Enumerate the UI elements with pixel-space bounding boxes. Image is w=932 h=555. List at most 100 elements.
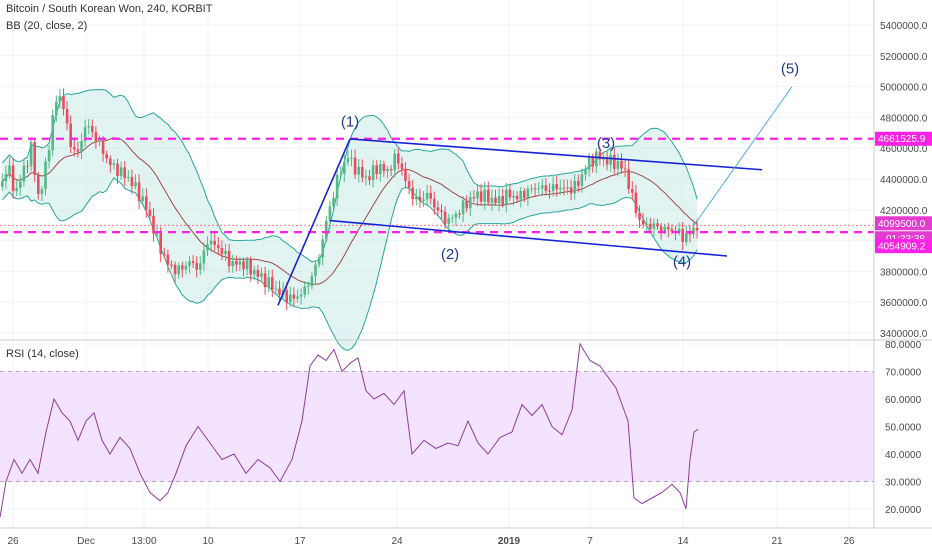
candle: [307, 281, 310, 295]
candle: [361, 159, 364, 183]
wave-5-projection-line[interactable]: [693, 86, 793, 226]
candle: [314, 261, 317, 285]
candle: [400, 157, 404, 176]
time-tick-label: 10: [202, 536, 214, 547]
candle: [33, 138, 36, 183]
rsi-legend[interactable]: RSI (14, close): [6, 348, 79, 360]
candle: [83, 119, 87, 147]
candle: [163, 247, 166, 259]
candle: [134, 174, 137, 190]
candle: [479, 183, 483, 206]
rsi-axis[interactable]: 80.0000 70.0000 60.0000 50.0000 40.0000 30.00…: [885, 340, 922, 516]
current-price-badge: 4099500.0: [875, 216, 932, 231]
candle: [91, 119, 94, 138]
candle: [695, 219, 699, 239]
candle: [332, 191, 335, 210]
candle: [551, 176, 555, 197]
candle: [130, 169, 134, 195]
candle: [321, 235, 324, 266]
candle: [429, 185, 432, 205]
candle: [317, 254, 321, 268]
candle: [224, 243, 227, 261]
candle: [541, 178, 544, 196]
candle: [4, 165, 8, 190]
trend-drawings[interactable]: [277, 86, 793, 306]
candle: [641, 212, 645, 229]
candle: [69, 115, 72, 154]
candle: [627, 161, 630, 194]
candle: [37, 171, 40, 200]
candle: [173, 261, 177, 283]
candle: [645, 217, 648, 233]
candle: [483, 181, 486, 210]
level-high-badge-text: 4661525.9: [878, 134, 926, 145]
price-tick-label: 3800000.0: [880, 267, 928, 278]
time-axis[interactable]: 26 Dec 13:00 10 17 24 2019 7 14 21 26: [7, 536, 855, 547]
impulse-wave-1-line[interactable]: [277, 138, 351, 306]
candle: [508, 183, 512, 201]
candle: [609, 148, 612, 172]
candle: [346, 150, 350, 167]
candle: [184, 261, 188, 275]
price-tick-label: 5400000.0: [880, 21, 928, 32]
price-tick-label: 3400000.0: [880, 329, 928, 340]
candle: [623, 160, 627, 177]
candle: [523, 187, 526, 203]
candle: [87, 119, 90, 135]
candle: [544, 178, 548, 196]
candle: [566, 179, 569, 195]
rsi-overbought-oversold-band: [0, 371, 874, 482]
candle: [292, 287, 296, 307]
bb-legend[interactable]: BB (20, close, 2): [6, 20, 88, 32]
candle: [98, 135, 101, 147]
current-price-badge-text: 4099500.0: [878, 219, 926, 230]
candle: [433, 191, 436, 215]
symbol-legend[interactable]: Bitcoin / South Korean Won, 240, KORBIT: [6, 3, 213, 15]
candle: [548, 183, 551, 199]
candle: [371, 159, 375, 188]
candle: [188, 255, 191, 274]
candle: [213, 232, 216, 251]
candle: [368, 169, 371, 186]
candle: [465, 195, 468, 213]
candle: [343, 154, 346, 182]
price-tick-label: 5000000.0: [880, 83, 928, 94]
candle: [231, 254, 234, 273]
candlestick-series: [1, 88, 699, 311]
candle: [407, 173, 411, 195]
candle: [26, 160, 29, 174]
candle: [51, 109, 54, 157]
candle: [353, 149, 357, 179]
candle: [310, 272, 314, 290]
candle: [65, 101, 69, 131]
candle: [652, 218, 656, 237]
candle: [166, 249, 170, 273]
price-tick-label: 4600000.0: [880, 144, 928, 155]
candle: [533, 183, 537, 197]
channel-lower-line[interactable]: [329, 219, 728, 257]
time-tick-label: 7: [587, 536, 593, 547]
candle: [15, 180, 18, 196]
time-tick-label: 26: [843, 536, 855, 547]
candle: [267, 269, 270, 293]
candle: [458, 209, 461, 219]
candle: [44, 157, 47, 196]
price-tick-label: 5200000.0: [880, 52, 928, 63]
candle: [397, 148, 400, 170]
candle: [422, 191, 425, 207]
candle: [688, 225, 692, 243]
candle: [105, 150, 108, 164]
rsi-tick-label: 40.0000: [885, 450, 922, 461]
candle: [440, 204, 443, 220]
candle: [605, 151, 609, 171]
channel-upper-line[interactable]: [349, 138, 763, 171]
candle: [227, 244, 231, 273]
candle: [245, 256, 249, 276]
candle: [101, 136, 105, 162]
time-tick-label: 24: [391, 536, 403, 547]
price-tick-label: 3600000.0: [880, 298, 928, 309]
rsi-tick-label: 80.0000: [885, 340, 922, 351]
wave-label-2: (2): [441, 246, 459, 263]
